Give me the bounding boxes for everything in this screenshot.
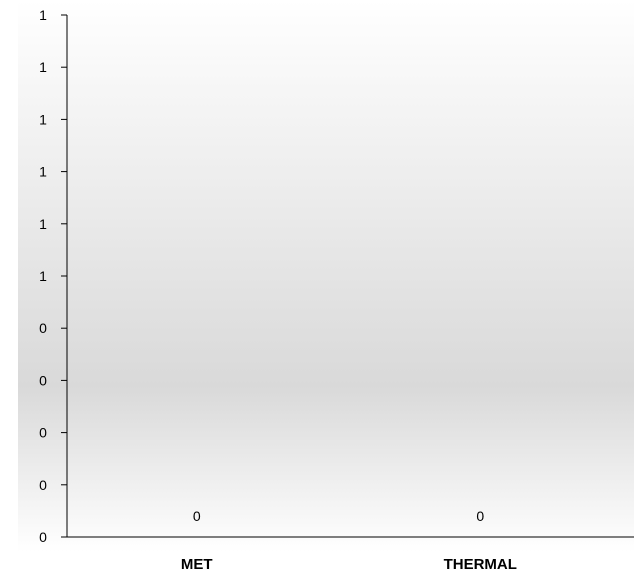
y-tick-label: 0 <box>39 320 47 336</box>
bar-data-label: 0 <box>476 508 484 524</box>
y-tick-label: 1 <box>39 7 47 23</box>
y-tick-label: 0 <box>39 529 47 545</box>
y-tick-label: 1 <box>39 59 47 75</box>
y-tick-label: 1 <box>39 216 47 232</box>
x-category-label: THERMAL <box>444 556 517 573</box>
x-axis-labels: MET THERMAL <box>181 556 517 573</box>
y-axis-ticks: 0 0 0 0 0 1 1 1 1 1 1 <box>39 7 67 545</box>
x-category-label: MET <box>181 556 213 573</box>
y-tick-label: 1 <box>39 111 47 127</box>
y-tick-label: 0 <box>39 477 47 493</box>
plot-area-background <box>18 0 634 552</box>
y-tick-label: 0 <box>39 425 47 441</box>
y-tick-label: 0 <box>39 372 47 388</box>
bar-data-label: 0 <box>193 508 201 524</box>
y-tick-label: 1 <box>39 164 47 180</box>
y-tick-label: 1 <box>39 268 47 284</box>
